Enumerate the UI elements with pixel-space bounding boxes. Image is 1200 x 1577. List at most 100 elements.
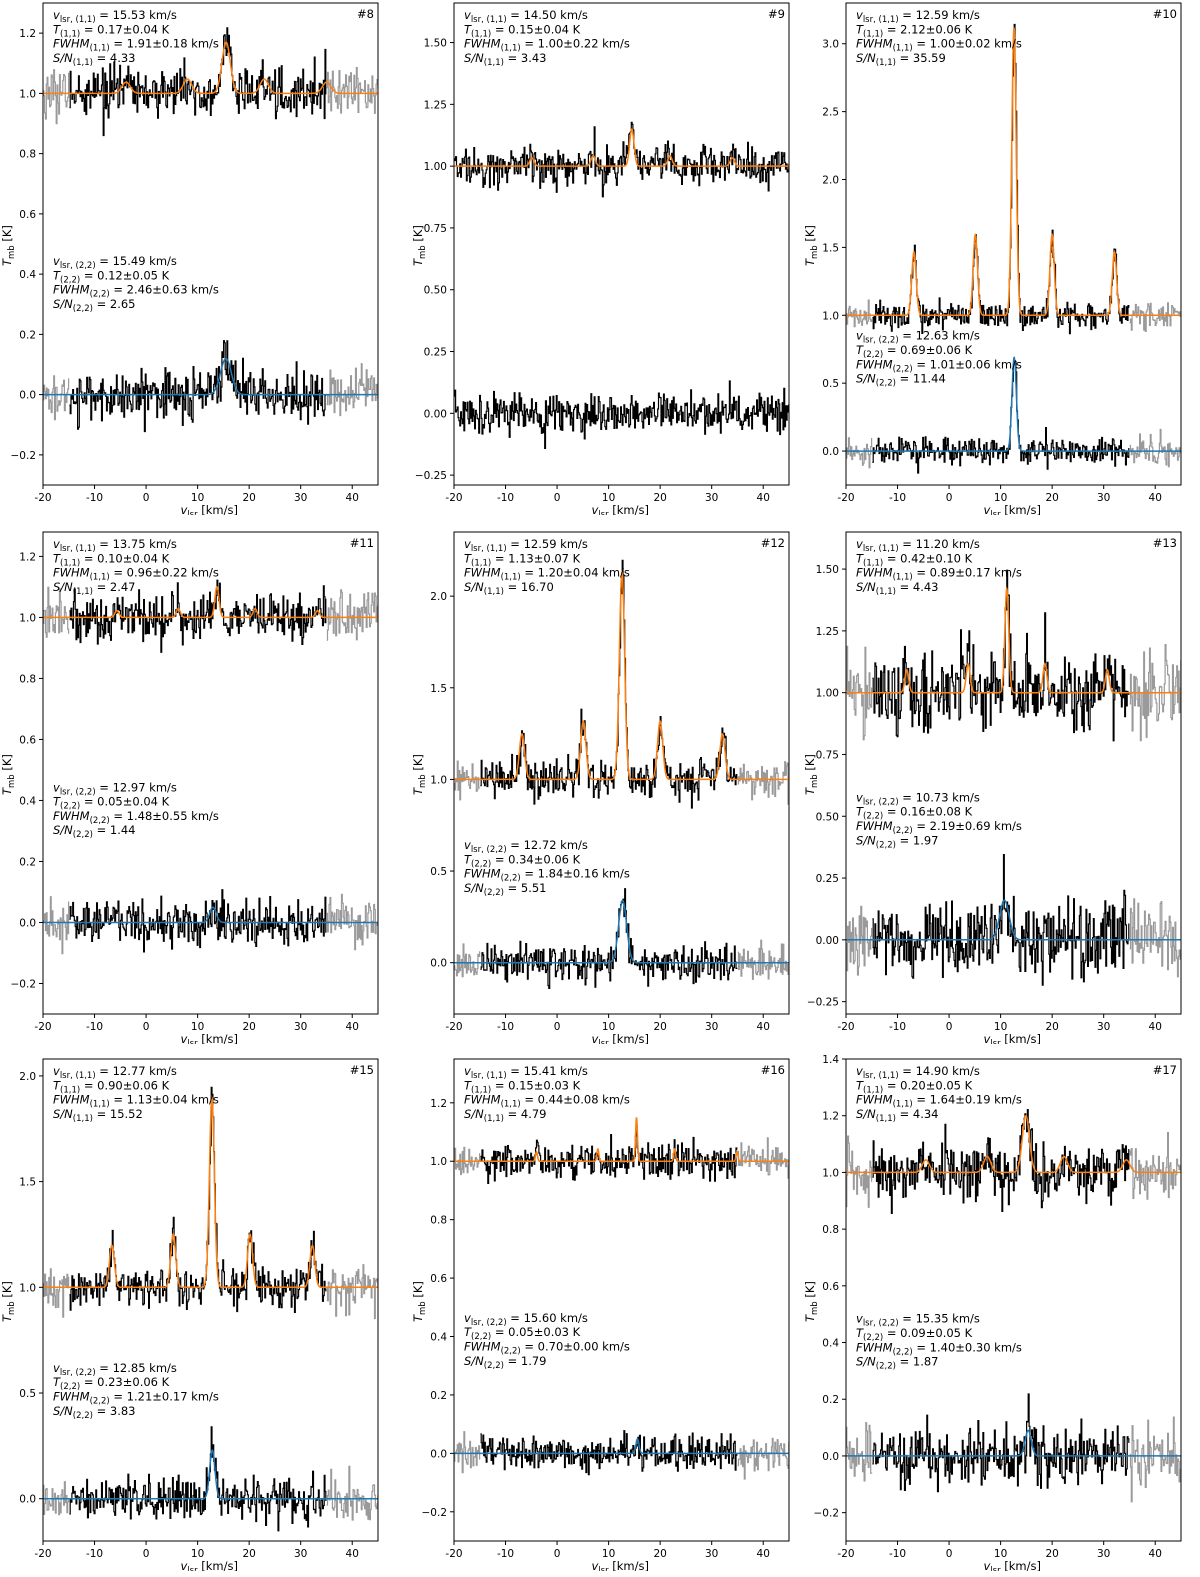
annotation-labels11-1-rest: = 1.13±0.07 K [491, 551, 580, 565]
x-tick-label: 40 [1149, 1548, 1162, 1560]
x-axis-label-rest: [km/s] [609, 1559, 649, 1571]
x-axis-label-main: v [984, 1559, 991, 1571]
annotation-labels22-3: S/N(2,2) = 1.44 [53, 823, 136, 840]
annotation-labels22-2-main: FWHM [856, 819, 893, 833]
annotation-labels11-2: FWHM(1,1) = 1.13±0.04 km/s [53, 1093, 219, 1110]
annotation-labels11-0: vlsr, (1,1) = 15.41 km/s [464, 1064, 588, 1081]
annotation-labels22-1: T(2,2) = 0.16±0.08 K [856, 805, 973, 822]
y-tick-label: 0.0 [822, 446, 839, 458]
annotation-labels11-1-main: T [53, 1078, 61, 1092]
annotation-labels11-3-main: S/N [856, 1107, 876, 1121]
annotation-labels11-2-main: FWHM [464, 37, 501, 51]
annotation-labels11-2-rest: = 0.96±0.22 km/s [110, 566, 219, 580]
annotation-labels22-2-rest: = 1.40±0.30 km/s [913, 1340, 1022, 1354]
x-tick-label: 10 [602, 1021, 615, 1033]
y-axis-label-main: T [803, 787, 817, 795]
annotation-labels22-1-main: T [856, 1326, 864, 1340]
panel-id: #11 [350, 536, 374, 550]
plot-area [43, 1086, 378, 1532]
annotation-labels22-0: vlsr, (2,2) = 12.97 km/s [53, 780, 177, 797]
annotation-labels22-2-sub: (2,2) [90, 816, 110, 826]
annotation-labels22-1-sub: (2,2) [471, 859, 491, 869]
annotation-labels11-0: vlsr, (1,1) = 12.59 km/s [856, 8, 980, 25]
x-tick-label: 0 [554, 1021, 561, 1033]
x-tick-label: 0 [946, 492, 953, 504]
x-tick-label: 30 [294, 492, 307, 504]
y-axis-label-rest: [K] [411, 225, 425, 245]
annotation-labels22-3-rest: = 1.87 [896, 1355, 939, 1369]
annotation-labels22-0-sub: lsr, (2,2) [60, 787, 96, 797]
annotation-labels11-1: T(1,1) = 1.13±0.07 K [464, 551, 581, 568]
annotation-labels22-3-main: S/N [53, 297, 73, 311]
annotation-labels11-0-rest: = 12.77 km/s [96, 1064, 177, 1078]
annotation-labels22-0: vlsr, (2,2) = 15.60 km/s [464, 1311, 588, 1328]
x-tick-label: 40 [757, 1021, 770, 1033]
annotation-labels11-1-sub: (1,1) [863, 558, 883, 568]
y-axis-label-main: T [803, 1314, 817, 1322]
annotation-labels22-3-sub: (2,2) [484, 1361, 504, 1371]
y-axis-label: Tmb [K] [0, 754, 17, 795]
y-tick-label: 2.5 [822, 107, 839, 119]
annotation-labels22-1-rest: = 0.09±0.05 K [883, 1326, 972, 1340]
annotation-labels11-0-rest: = 15.41 km/s [507, 1064, 588, 1078]
annotation-labels11-3-rest: = 4.34 [896, 1107, 939, 1121]
annotation-labels11-3-main: S/N [53, 580, 73, 594]
y-tick-label: 1.0 [19, 1282, 36, 1294]
spectrum-panel-16: -20 -10 0 10 20 30 40 −0.2 0.0 0.2 0.4 0.6 0.8 1.0 1.2… [411, 1058, 790, 1571]
x-axis-label-main: v [181, 1559, 188, 1571]
annotation-labels22-3-sub: (2,2) [73, 304, 93, 314]
x-axis-label-rest: [km/s] [198, 1559, 238, 1571]
annotation-labels11-2: FWHM(1,1) = 0.96±0.22 km/s [53, 566, 219, 583]
annotation-labels11-2: FWHM(1,1) = 1.20±0.04 km/s [464, 566, 630, 583]
annotation-labels11-3-main: S/N [464, 1107, 484, 1121]
spectrum-22 [69, 889, 327, 953]
annotation-labels22-0-main: v [856, 329, 863, 343]
x-tick-label: -20 [34, 492, 51, 504]
spectrum-11 [872, 1109, 1130, 1214]
annotation-labels11-1-main: T [464, 1078, 472, 1092]
x-tick-label: 10 [994, 1548, 1007, 1560]
y-tick-label: 2.0 [19, 1071, 36, 1083]
fit-curve-22 [846, 899, 1181, 941]
y-tick-label: 0.75 [816, 749, 839, 761]
y-tick-label: 1.00 [424, 161, 447, 173]
spectrum-22 [69, 1426, 327, 1532]
annotation-labels11-1-main: T [856, 551, 864, 565]
y-axis-label-main: T [0, 258, 14, 266]
annotation-labels11-0-sub: lsr, (1,1) [863, 544, 899, 554]
annotation-labels11-3-sub: (1,1) [484, 58, 504, 68]
annotation-labels22-2-rest: = 0.70±0.00 km/s [521, 1340, 630, 1354]
plot-area [454, 121, 789, 449]
annotation-labels22-1-main: T [464, 1325, 472, 1339]
spectrum-11-masked [454, 760, 789, 805]
spectrum-panel-11: -20 -10 0 10 20 30 40 −0.2 0.0 0.2 0.4 0.6 0.8 1.0 1.2… [0, 531, 379, 1044]
annotation-labels22-3-sub: (2,2) [876, 1362, 896, 1372]
annotation-labels22-1-rest: = 0.05±0.03 K [491, 1325, 580, 1339]
annotation-labels11-1: T(1,1) = 0.15±0.03 K [464, 1078, 581, 1095]
annotation-labels22-1-rest: = 0.34±0.06 K [491, 852, 580, 866]
y-tick-label: 1.0 [430, 774, 447, 786]
annotation-labels11-3: S/N(1,1) = 4.43 [856, 580, 939, 597]
annotation-labels22-2-rest: = 1.01±0.06 km/s [913, 357, 1022, 371]
annotation-labels11-3-rest: = 4.43 [896, 580, 939, 594]
y-tick-label: 1.0 [430, 1156, 447, 1168]
fit-curve-22 [846, 1429, 1181, 1457]
y-tick-label: 1.50 [816, 564, 839, 576]
annotation-labels11-3-sub: (1,1) [876, 587, 896, 597]
annotation-labels22-2-rest: = 2.46±0.63 km/s [110, 283, 219, 297]
annotation-labels11-0: vlsr, (1,1) = 12.59 km/s [464, 537, 588, 554]
x-axis-label: vlsr [km/s] [181, 503, 238, 515]
annotation-labels22-3-main: S/N [53, 823, 73, 837]
y-tick-label: 1.0 [822, 310, 839, 322]
annotation-labels22-0-sub: lsr, (2,2) [863, 336, 899, 346]
annotation-labels22-1-sub: (2,2) [863, 350, 883, 360]
x-tick-label: 40 [1149, 492, 1162, 504]
annotation-labels22-1: T(2,2) = 0.69±0.06 K [856, 343, 973, 360]
y-tick-label: 0.25 [816, 873, 839, 885]
axes-frame [845, 2, 1182, 486]
annotation-labels11-1-rest: = 0.42±0.10 K [883, 551, 972, 565]
annotation-labels11-2-rest: = 1.64±0.19 km/s [913, 1093, 1022, 1107]
y-tick-label: 0.4 [822, 1338, 839, 1350]
x-tick-label: 0 [143, 1021, 150, 1033]
annotation-labels11-3: S/N(1,1) = 16.70 [464, 580, 554, 597]
